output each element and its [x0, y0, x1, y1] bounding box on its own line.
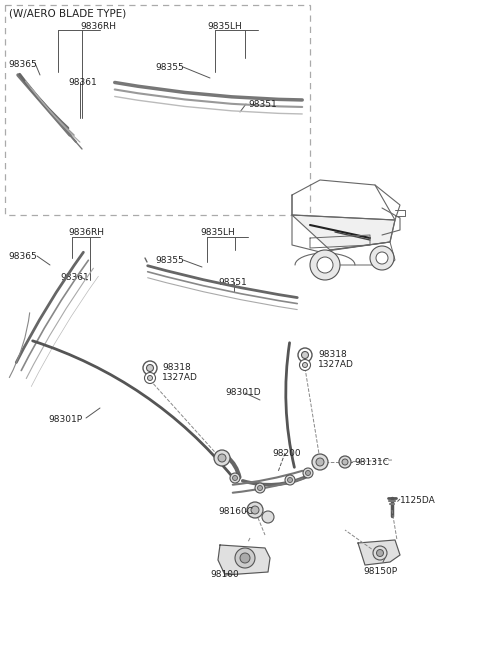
Circle shape	[240, 553, 250, 563]
Text: 98150P: 98150P	[363, 567, 397, 576]
Circle shape	[257, 486, 263, 490]
Circle shape	[143, 361, 157, 375]
Text: (W/AERO BLADE TYPE): (W/AERO BLADE TYPE)	[9, 9, 126, 19]
Text: 98355: 98355	[155, 63, 184, 72]
Circle shape	[303, 468, 313, 478]
Text: 98100: 98100	[210, 570, 239, 579]
Text: 98318: 98318	[318, 350, 347, 359]
Text: 98351: 98351	[218, 278, 247, 287]
Circle shape	[376, 549, 384, 557]
Circle shape	[147, 376, 153, 380]
Circle shape	[298, 348, 312, 362]
Circle shape	[339, 456, 351, 468]
Text: 9835LH: 9835LH	[207, 22, 242, 31]
Circle shape	[342, 459, 348, 465]
Circle shape	[247, 502, 263, 518]
Circle shape	[288, 478, 292, 482]
Text: 1327AD: 1327AD	[162, 373, 198, 382]
Text: 98200: 98200	[272, 449, 300, 458]
Circle shape	[251, 506, 259, 514]
Circle shape	[262, 511, 274, 523]
Circle shape	[310, 250, 340, 280]
Circle shape	[312, 454, 328, 470]
Circle shape	[316, 458, 324, 466]
Circle shape	[214, 450, 230, 466]
Circle shape	[230, 473, 240, 483]
Text: 98365: 98365	[8, 60, 37, 69]
Text: 98301D: 98301D	[225, 388, 261, 397]
Circle shape	[376, 252, 388, 264]
Circle shape	[317, 257, 333, 273]
Text: 9835LH: 9835LH	[200, 228, 235, 237]
Circle shape	[302, 362, 308, 368]
Text: 98355: 98355	[155, 256, 184, 265]
Text: 98318: 98318	[162, 363, 191, 372]
Text: 98131C: 98131C	[354, 458, 389, 467]
Circle shape	[255, 483, 265, 493]
Circle shape	[301, 352, 309, 358]
Text: 98351: 98351	[248, 100, 277, 109]
Text: 98365: 98365	[8, 252, 37, 261]
Circle shape	[235, 548, 255, 568]
Text: 1125DA: 1125DA	[400, 496, 436, 505]
Circle shape	[300, 360, 311, 370]
Circle shape	[218, 454, 226, 462]
Text: 1327AD: 1327AD	[318, 360, 354, 369]
Polygon shape	[292, 215, 395, 250]
Circle shape	[305, 470, 311, 476]
Circle shape	[373, 546, 387, 560]
Circle shape	[370, 246, 394, 270]
Text: 9836RH: 9836RH	[68, 228, 104, 237]
Bar	[5, 5, 310, 215]
Polygon shape	[218, 545, 270, 575]
Text: 98361: 98361	[60, 273, 89, 282]
Text: 98301P: 98301P	[48, 415, 82, 424]
Circle shape	[144, 372, 156, 384]
Text: 98160C: 98160C	[218, 507, 253, 516]
Text: 9836RH: 9836RH	[80, 22, 116, 31]
Polygon shape	[358, 540, 400, 565]
Circle shape	[146, 364, 154, 372]
Circle shape	[285, 475, 295, 485]
Text: 98361: 98361	[68, 78, 97, 87]
Circle shape	[232, 476, 238, 480]
